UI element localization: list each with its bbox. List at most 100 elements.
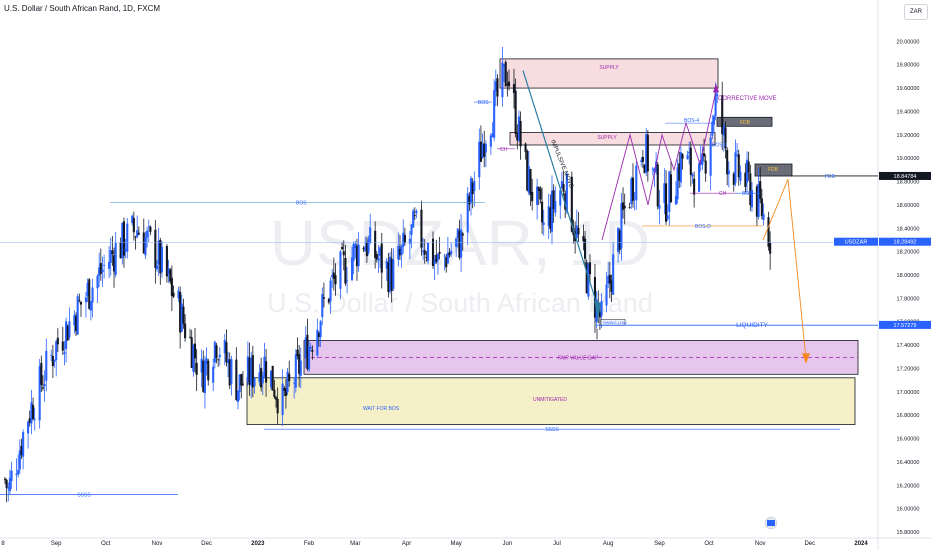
candle-body	[339, 251, 342, 289]
candle-body	[269, 370, 273, 388]
candle-body	[397, 245, 400, 260]
candle-body	[296, 349, 299, 357]
fdb-zone-lower	[754, 163, 793, 177]
candle-body	[276, 398, 279, 414]
candle-body	[678, 163, 681, 181]
candle-body	[686, 155, 689, 160]
candle-body	[205, 358, 208, 365]
candle-body	[235, 359, 238, 400]
overlay: BOS SSSS SSSS BOS CH BOS-4 BOS-4 CH BOS BOS-D SWIN…	[0, 70, 878, 530]
candle-body	[91, 287, 94, 303]
candle-body	[8, 477, 11, 492]
candle-body	[172, 292, 175, 297]
candle-body	[646, 134, 649, 172]
candle-body	[316, 329, 319, 356]
candle-body	[479, 141, 482, 162]
candle-body	[157, 240, 160, 265]
candle-body	[284, 388, 287, 396]
candle-body	[658, 205, 661, 209]
x-tick-label: 8	[1, 541, 5, 547]
candle-body	[134, 236, 137, 238]
candle-body	[32, 404, 35, 419]
candle-body	[56, 337, 59, 345]
candle-body	[251, 355, 254, 388]
y-tick-label: 16.60000	[897, 437, 920, 443]
candle-body	[321, 294, 324, 318]
candle-body	[438, 251, 441, 254]
bos-d-label: BOS-D	[695, 224, 711, 230]
candle-body	[61, 341, 64, 351]
time-axis[interactable]: 8 Sep Oct Nov Dec 2023 Feb Mar Apr May Jun Jul Aug Se…	[1, 541, 868, 547]
candle-body	[435, 254, 438, 262]
candle-body	[612, 254, 615, 295]
candle-body	[554, 200, 557, 213]
x-tick-label: 2024	[854, 541, 868, 547]
candle-body	[588, 262, 592, 275]
candle-body	[304, 337, 307, 359]
price-axis[interactable]: 15.80000 16.00000 16.20000 16.40000 16.60000…	[834, 39, 931, 536]
candle-body	[228, 359, 231, 386]
candle-body	[448, 252, 451, 256]
corrective-label: CORRECTIVE MOVE	[718, 96, 777, 102]
candle-body	[346, 280, 349, 282]
candle-body	[374, 230, 377, 258]
candle-body	[403, 235, 406, 243]
corrective-zigzag	[601, 90, 717, 241]
x-tick-label: Oct	[101, 541, 111, 547]
candle-body	[79, 301, 83, 305]
candle-body	[666, 215, 669, 220]
candle-body	[165, 246, 168, 277]
projection-path	[762, 179, 807, 360]
candle-body	[66, 325, 69, 341]
candle-body	[468, 195, 471, 205]
candle-body	[565, 173, 568, 212]
candle-body	[76, 296, 79, 335]
y-tick-label: 17.00000	[897, 390, 920, 396]
candle-body	[651, 168, 654, 170]
candle-body	[564, 193, 567, 210]
candle-body	[154, 229, 157, 268]
bos4-label: BOS-4	[684, 118, 699, 124]
candle-body	[380, 243, 383, 273]
candle-body	[436, 253, 440, 261]
candle-body	[562, 184, 565, 192]
impulsive-arrowhead	[594, 300, 601, 320]
candle-body	[643, 164, 646, 173]
zones: SUPPLY SUPPLY FDB FDB FAIR VALUE GAP UNMITIGA…	[246, 58, 859, 425]
candle-body	[142, 232, 145, 254]
candle-body	[253, 378, 256, 387]
y-tick-label: 19.60000	[897, 86, 920, 92]
candle-body	[587, 263, 590, 297]
x-tick-label: Feb	[304, 541, 315, 547]
candle-body	[645, 134, 648, 173]
candle-body	[213, 341, 216, 363]
candle-body	[45, 350, 48, 381]
candle-body	[98, 267, 101, 276]
candle-body	[331, 274, 334, 278]
supply-label-upper: SUPPLY	[599, 65, 619, 71]
candle-body	[89, 301, 92, 311]
currency-button[interactable]: ZAR	[904, 4, 928, 20]
candle-body	[355, 245, 359, 267]
candle-body	[727, 170, 730, 175]
y-tick-label: 16.00000	[897, 507, 920, 513]
candle-body	[122, 221, 126, 256]
unmitigated-label: UNMITIGATED	[533, 397, 567, 403]
candle-body	[390, 258, 393, 291]
fdb-label-upper: FDB	[740, 120, 751, 126]
candle-body	[507, 81, 511, 87]
candle-body	[170, 277, 173, 297]
candle-body	[246, 356, 249, 382]
candle-body	[514, 90, 517, 134]
candle-body	[471, 182, 474, 195]
candle-body	[362, 248, 365, 250]
candle-body	[7, 487, 10, 489]
candle-body	[53, 359, 56, 362]
candle-body	[605, 284, 608, 306]
y-tick-label: 18.20000	[897, 250, 920, 256]
candle-body	[744, 172, 747, 187]
candle-body	[628, 206, 631, 208]
projection-arrowhead	[802, 353, 810, 364]
candle-body	[131, 215, 134, 223]
